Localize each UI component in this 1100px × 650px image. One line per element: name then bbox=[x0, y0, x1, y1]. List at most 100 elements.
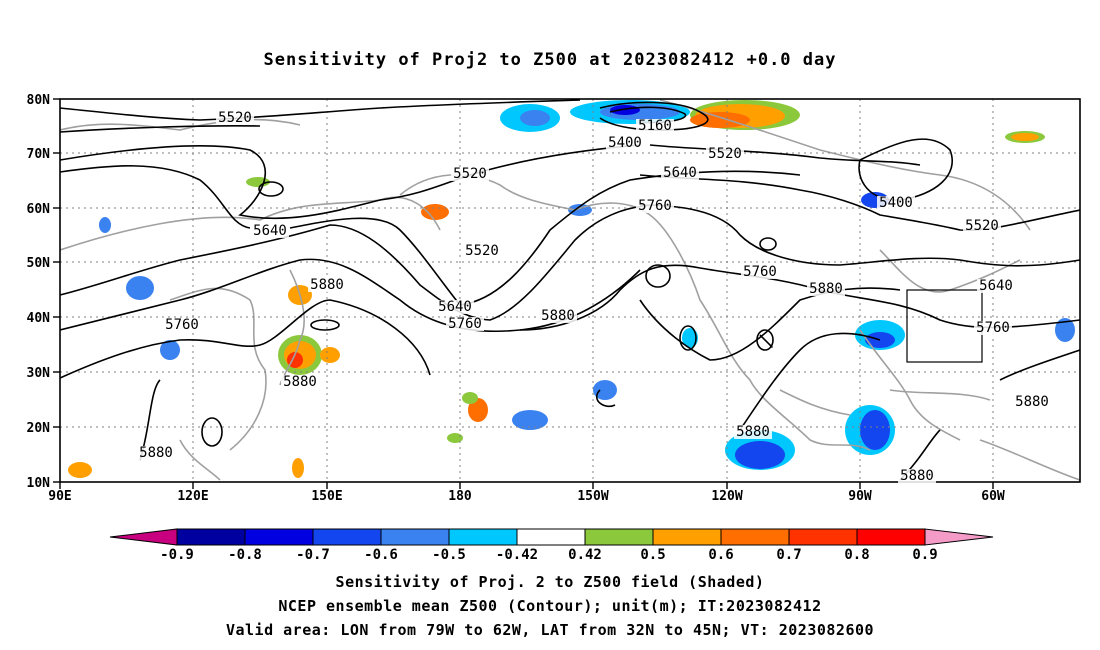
colorbar-bin bbox=[584, 528, 654, 546]
lon-label: 60W bbox=[981, 489, 1005, 504]
contour-label-bg bbox=[163, 318, 201, 332]
footer-line-3: Valid area: LON from 79W to 62W, LAT fro… bbox=[225, 621, 875, 639]
contour-label-bg bbox=[706, 147, 744, 161]
contour-label-bg bbox=[606, 136, 644, 150]
contour-label: 5880 bbox=[310, 277, 344, 293]
contour-label-bg bbox=[661, 166, 699, 180]
colorbar-label: 0.5 bbox=[640, 547, 665, 563]
contour-label-bg bbox=[963, 219, 1001, 233]
lon-label: 120E bbox=[177, 489, 208, 504]
map-frame bbox=[59, 98, 1081, 483]
colorbar-label: 0.9 bbox=[912, 547, 937, 563]
colorbar-label: -0.42 bbox=[496, 547, 538, 563]
contour-label-bg bbox=[216, 111, 254, 125]
contour-label-bg bbox=[898, 469, 936, 483]
contour-label: 5640 bbox=[253, 223, 287, 239]
contour-label: 5520 bbox=[218, 110, 252, 126]
contour-label: 5640 bbox=[438, 299, 472, 315]
contour-label: 5760 bbox=[976, 320, 1010, 336]
contour-label-bg bbox=[807, 282, 845, 296]
contour-label-bg bbox=[734, 425, 772, 439]
colorbar-bin bbox=[788, 528, 858, 546]
contour-label-bg bbox=[974, 321, 1012, 335]
contour-label: 5880 bbox=[283, 374, 317, 390]
contour-label-bg bbox=[436, 300, 474, 314]
colorbar-label: -0.7 bbox=[296, 547, 330, 563]
lat-label: 10N bbox=[27, 476, 51, 491]
lon-label: 90E bbox=[48, 489, 71, 504]
colorbar-bin bbox=[244, 528, 314, 546]
contour-label: 5520 bbox=[453, 166, 487, 182]
lon-label: 150W bbox=[577, 489, 608, 504]
contour-label: 5400 bbox=[608, 135, 642, 151]
lat-label: 60N bbox=[27, 202, 51, 217]
colorbar-bin bbox=[448, 528, 518, 546]
contour-label: 5760 bbox=[165, 317, 199, 333]
contour-label-bg bbox=[308, 278, 346, 292]
contour-label: 5760 bbox=[638, 198, 672, 214]
contour-label: 5520 bbox=[708, 146, 742, 162]
contour-label-bg bbox=[877, 196, 915, 210]
contour-label: 5760 bbox=[743, 264, 777, 280]
colorbar-label: -0.6 bbox=[364, 547, 398, 563]
colorbar: -0.9 -0.8 -0.7 -0.6 -0.5 -0.42 0.42 0.5 0.6 0.7 0.… bbox=[109, 528, 994, 563]
colorbar-bin bbox=[516, 528, 586, 546]
contour-label-bg bbox=[137, 446, 175, 460]
colorbar-bin bbox=[652, 528, 722, 546]
axis-ticks bbox=[53, 98, 994, 489]
colorbar-label: 0.7 bbox=[776, 547, 801, 563]
contour-label-bg bbox=[636, 119, 674, 133]
contour-label-bg bbox=[281, 375, 319, 389]
contour-label: 5520 bbox=[965, 218, 999, 234]
colorbar-bin bbox=[176, 528, 246, 546]
contour-label: 5640 bbox=[663, 165, 697, 181]
lon-label: 120W bbox=[711, 489, 742, 504]
colorbar-min-triangle bbox=[109, 528, 178, 546]
contour-label: 5160 bbox=[638, 118, 672, 134]
lat-label: 20N bbox=[27, 421, 51, 436]
lon-label: 90W bbox=[848, 489, 872, 504]
colorbar-label: -0.9 bbox=[160, 547, 194, 563]
contour-label-bg bbox=[539, 309, 577, 323]
contour-label: 5400 bbox=[879, 195, 913, 211]
lat-label: 50N bbox=[27, 256, 51, 271]
contour-label: 5880 bbox=[736, 424, 770, 440]
colorbar-label: 0.42 bbox=[568, 547, 602, 563]
contour-label-bg bbox=[446, 317, 484, 331]
lon-label: 150E bbox=[311, 489, 342, 504]
lat-label: 30N bbox=[27, 366, 51, 381]
contour-label-bg bbox=[451, 167, 489, 181]
contour-label-bg bbox=[636, 199, 674, 213]
lat-labels: 80N 70N 60N 50N 40N 30N 20N 10N bbox=[27, 93, 51, 491]
colorbar-label: 0.6 bbox=[708, 547, 733, 563]
lat-label: 80N bbox=[27, 93, 51, 108]
contour-label: 5880 bbox=[809, 281, 843, 297]
contour-label-bg bbox=[251, 224, 289, 238]
lon-label: 180 bbox=[448, 489, 472, 504]
colorbar-label: 0.8 bbox=[844, 547, 869, 563]
contour-label: 5760 bbox=[448, 316, 482, 332]
colorbar-bin bbox=[856, 528, 926, 546]
colorbar-bin bbox=[380, 528, 450, 546]
contour-label: 5880 bbox=[139, 445, 173, 461]
lon-labels: 90E 120E 150E 180 150W 120W 90W 60W bbox=[48, 489, 1005, 504]
contour-label: 5880 bbox=[541, 308, 575, 324]
contour-label-bg bbox=[463, 244, 501, 258]
footer-line-1: Sensitivity of Proj. 2 to Z500 field (Sh… bbox=[335, 573, 765, 591]
contour-label-bg bbox=[977, 279, 1015, 293]
colorbar-bin bbox=[720, 528, 790, 546]
footer-line-2: NCEP ensemble mean Z500 (Contour); unit(… bbox=[278, 597, 822, 615]
contour-label: 5640 bbox=[979, 278, 1013, 294]
lat-label: 40N bbox=[27, 311, 51, 326]
contour-label: 5880 bbox=[900, 468, 934, 484]
colorbar-label: -0.5 bbox=[432, 547, 466, 563]
colorbar-max-triangle bbox=[924, 528, 994, 546]
contour-label: 5520 bbox=[465, 243, 499, 259]
plot-title: Sensitivity of Proj2 to Z500 at 20230824… bbox=[263, 50, 837, 70]
lat-label: 70N bbox=[27, 147, 51, 162]
contour-label-bg bbox=[1013, 395, 1051, 409]
colorbar-bin bbox=[312, 528, 382, 546]
colorbar-label: -0.8 bbox=[228, 547, 262, 563]
